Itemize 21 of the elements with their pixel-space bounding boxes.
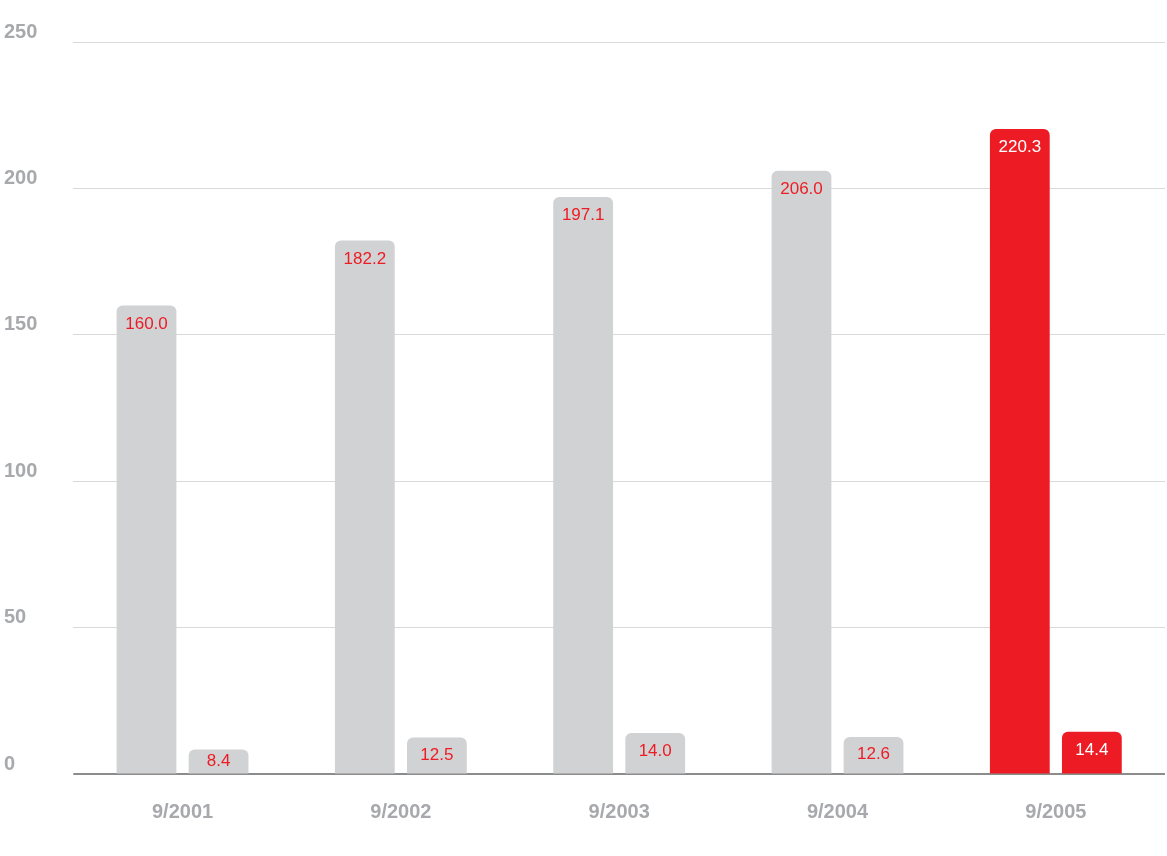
x-tick-label: 9/2001 (151, 799, 214, 822)
x-tick-label: 9/2005 (1025, 799, 1087, 822)
y-tick-label: 100 (4, 458, 38, 481)
y-tick-label: 150 (4, 312, 38, 335)
data-label: 8.4 (206, 750, 231, 770)
data-label: 14.4 (1075, 740, 1109, 760)
x-tick-label: 9/2004 (806, 799, 869, 822)
y-tick-label: 50 (4, 605, 27, 628)
x-tick-label: 9/2003 (588, 799, 650, 822)
y-tick-label: 250 (4, 19, 38, 42)
data-label: 12.5 (420, 744, 454, 764)
data-label: 14.0 (638, 741, 672, 761)
data-label: 197.1 (561, 205, 605, 225)
data-label: 220.3 (998, 137, 1042, 157)
y-tick-label: 200 (4, 165, 38, 188)
y-tick-label: 0 (4, 751, 16, 774)
data-label: 160.0 (125, 313, 168, 333)
x-tick-label: 9/2002 (370, 799, 432, 822)
data-label: 182.2 (343, 248, 387, 268)
data-label: 12.6 (856, 744, 891, 764)
data-label: 206.0 (780, 179, 823, 199)
